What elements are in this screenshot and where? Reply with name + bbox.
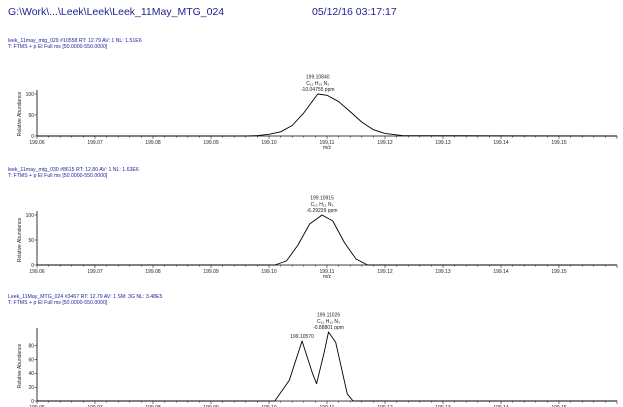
spectrum-plot-1: 199.06 199.07 199.08 199.09 199.10 199.11 199.… bbox=[17, 75, 618, 151]
spectrum-line bbox=[37, 214, 617, 266]
spectrum-line bbox=[37, 93, 618, 137]
scan-line: Leek_11May_MTG_024 #3467 RT: 12.79 AV: 1… bbox=[8, 294, 163, 300]
x-tick-label: 199.11 bbox=[320, 405, 335, 407]
filter-line: T: FTMS + p EI Full ms [50.0000-550.0000… bbox=[8, 300, 108, 306]
x-tick-label: 199.10 bbox=[261, 140, 277, 146]
x-tick-label: 199.12 bbox=[377, 140, 393, 146]
x-tick-label: 199.14 bbox=[493, 269, 509, 275]
x-axis-title: m/z bbox=[323, 145, 332, 151]
peak-label: C₁₂ H₁₃ N₃ bbox=[311, 202, 334, 208]
spectrum-panel-2: leek_11may_mtg_030 #8615 RT: 12.80 AV: 1… bbox=[0, 167, 623, 280]
x-tick-label: 199.14 bbox=[493, 140, 509, 146]
x-tick-label: 199.06 bbox=[29, 140, 45, 146]
x-tick-label: 199.07 bbox=[87, 405, 103, 407]
filter-line: T: FTMS + p EI Full ms [50.0000-550.0000… bbox=[8, 44, 108, 50]
y-tick-label: 80 bbox=[28, 344, 34, 350]
x-tick-label: 199.12 bbox=[377, 405, 393, 407]
spectrum-panel-3: Leek_11May_MTG_024 #3467 RT: 12.79 AV: 1… bbox=[0, 294, 623, 407]
y-tick-label: 50 bbox=[28, 113, 34, 119]
y-tick-label: 100 bbox=[26, 213, 35, 219]
file-path: G:\Work\...\Leek\Leek\Leek_11May_MTG_024 bbox=[8, 6, 225, 18]
peak-label: 199.10840 bbox=[306, 75, 330, 81]
x-tick-label: 199.09 bbox=[203, 140, 219, 146]
spectrum-panel-1: leek_11may_mtg_029 #10558 RT: 12.79 AV: … bbox=[0, 38, 623, 151]
x-tick-label: 199.13 bbox=[435, 269, 451, 275]
x-tick-label: 199.15 bbox=[551, 405, 567, 407]
x-tick-label: 199.08 bbox=[145, 405, 161, 407]
x-tick-label: 199.11 bbox=[320, 269, 335, 275]
y-tick-label: 0 bbox=[31, 134, 34, 140]
x-tick-label: 199.07 bbox=[87, 140, 103, 146]
report-datetime: 05/12/16 03:17:17 bbox=[312, 6, 397, 18]
scan-line: leek_11may_mtg_030 #8615 RT: 12.80 AV: 1… bbox=[8, 167, 139, 173]
x-tick-label: 199.12 bbox=[377, 269, 393, 275]
x-axis-title: m/z bbox=[323, 274, 332, 280]
x-tick-label: 199.13 bbox=[435, 140, 451, 146]
peak-label: 199.10570 bbox=[290, 334, 314, 340]
y-tick-label: 0 bbox=[31, 263, 34, 269]
x-tick-label: 199.08 bbox=[145, 269, 161, 275]
filter-line: T: FTMS + p EI Full ms [50.0000-550.0000… bbox=[8, 173, 108, 179]
peak-label: C₁₂ H₁₃ N₃ bbox=[306, 81, 329, 87]
x-tick-label: 199.08 bbox=[145, 140, 161, 146]
peak-label: -10.04755 ppm bbox=[301, 87, 335, 93]
y-tick-label: 60 bbox=[28, 357, 34, 363]
peak-label: -6.29239 ppm bbox=[307, 208, 338, 214]
y-tick-label: 0 bbox=[31, 399, 34, 405]
peak-label: 199.11026 bbox=[317, 313, 340, 319]
spectrum-plot-3: 199.06 199.07 199.08 199.09 199.10 199.11 199.… bbox=[17, 313, 618, 407]
x-tick-label: 199.11 bbox=[320, 140, 335, 146]
peak-label: -0.88801 ppm bbox=[313, 325, 344, 331]
y-axis-title: Relative Abundance bbox=[17, 344, 23, 389]
y-tick-label: 100 bbox=[26, 92, 35, 98]
x-tick-label: 199.06 bbox=[29, 405, 45, 407]
spectrum-plot-2: 199.06 199.07 199.08 199.09 199.10 199.11 199.… bbox=[17, 196, 618, 280]
x-tick-label: 199.09 bbox=[203, 269, 219, 275]
y-tick-label: 40 bbox=[28, 371, 34, 377]
spectrum-line bbox=[37, 331, 617, 402]
scan-line: leek_11may_mtg_029 #10558 RT: 12.79 AV: … bbox=[8, 38, 142, 44]
x-tick-label: 199.15 bbox=[551, 140, 567, 146]
y-axis-title: Relative Abundance bbox=[17, 92, 23, 137]
x-tick-label: 199.13 bbox=[435, 405, 451, 407]
y-axis-title: Relative Abundance bbox=[17, 218, 23, 263]
x-tick-label: 199.06 bbox=[29, 269, 45, 275]
x-tick-label: 199.10 bbox=[261, 269, 277, 275]
y-tick-label: 20 bbox=[28, 385, 34, 391]
report-header: G:\Work\...\Leek\Leek\Leek_11May_MTG_024… bbox=[0, 0, 623, 30]
peak-label: 199.10915 bbox=[310, 196, 334, 202]
x-tick-label: 199.10 bbox=[261, 405, 277, 407]
x-tick-label: 199.15 bbox=[551, 269, 567, 275]
x-tick-label: 199.14 bbox=[493, 405, 509, 407]
x-tick-label: 199.09 bbox=[203, 405, 219, 407]
peak-label: C₁₂ H₁₃ N₃ bbox=[317, 319, 340, 325]
x-tick-label: 199.07 bbox=[87, 269, 103, 275]
y-tick-label: 50 bbox=[28, 238, 34, 244]
